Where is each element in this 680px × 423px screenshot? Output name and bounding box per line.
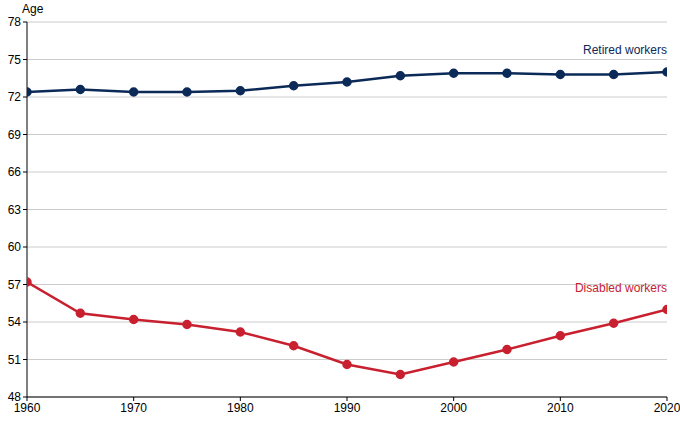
svg-text:66: 66 bbox=[8, 165, 21, 179]
svg-text:2000: 2000 bbox=[440, 401, 467, 415]
svg-text:51: 51 bbox=[8, 353, 21, 367]
svg-text:48: 48 bbox=[8, 390, 21, 404]
svg-text:1980: 1980 bbox=[227, 401, 254, 415]
svg-text:72: 72 bbox=[8, 90, 21, 104]
svg-text:2010: 2010 bbox=[547, 401, 574, 415]
svg-text:63: 63 bbox=[8, 203, 21, 217]
svg-text:60: 60 bbox=[8, 240, 21, 254]
svg-text:Retired workers: Retired workers bbox=[583, 43, 667, 57]
svg-text:54: 54 bbox=[8, 315, 21, 329]
svg-text:1970: 1970 bbox=[120, 401, 147, 415]
svg-text:2020: 2020 bbox=[654, 401, 672, 415]
svg-text:78: 78 bbox=[8, 15, 21, 29]
svg-text:Disabled workers: Disabled workers bbox=[575, 281, 667, 295]
svg-text:1960: 1960 bbox=[13, 400, 41, 415]
svg-text:57: 57 bbox=[8, 278, 21, 292]
svg-text:75: 75 bbox=[8, 53, 21, 67]
svg-text:69: 69 bbox=[8, 128, 21, 142]
svg-text:1990: 1990 bbox=[334, 401, 361, 415]
html-text:Age: Age bbox=[22, 2, 44, 16]
